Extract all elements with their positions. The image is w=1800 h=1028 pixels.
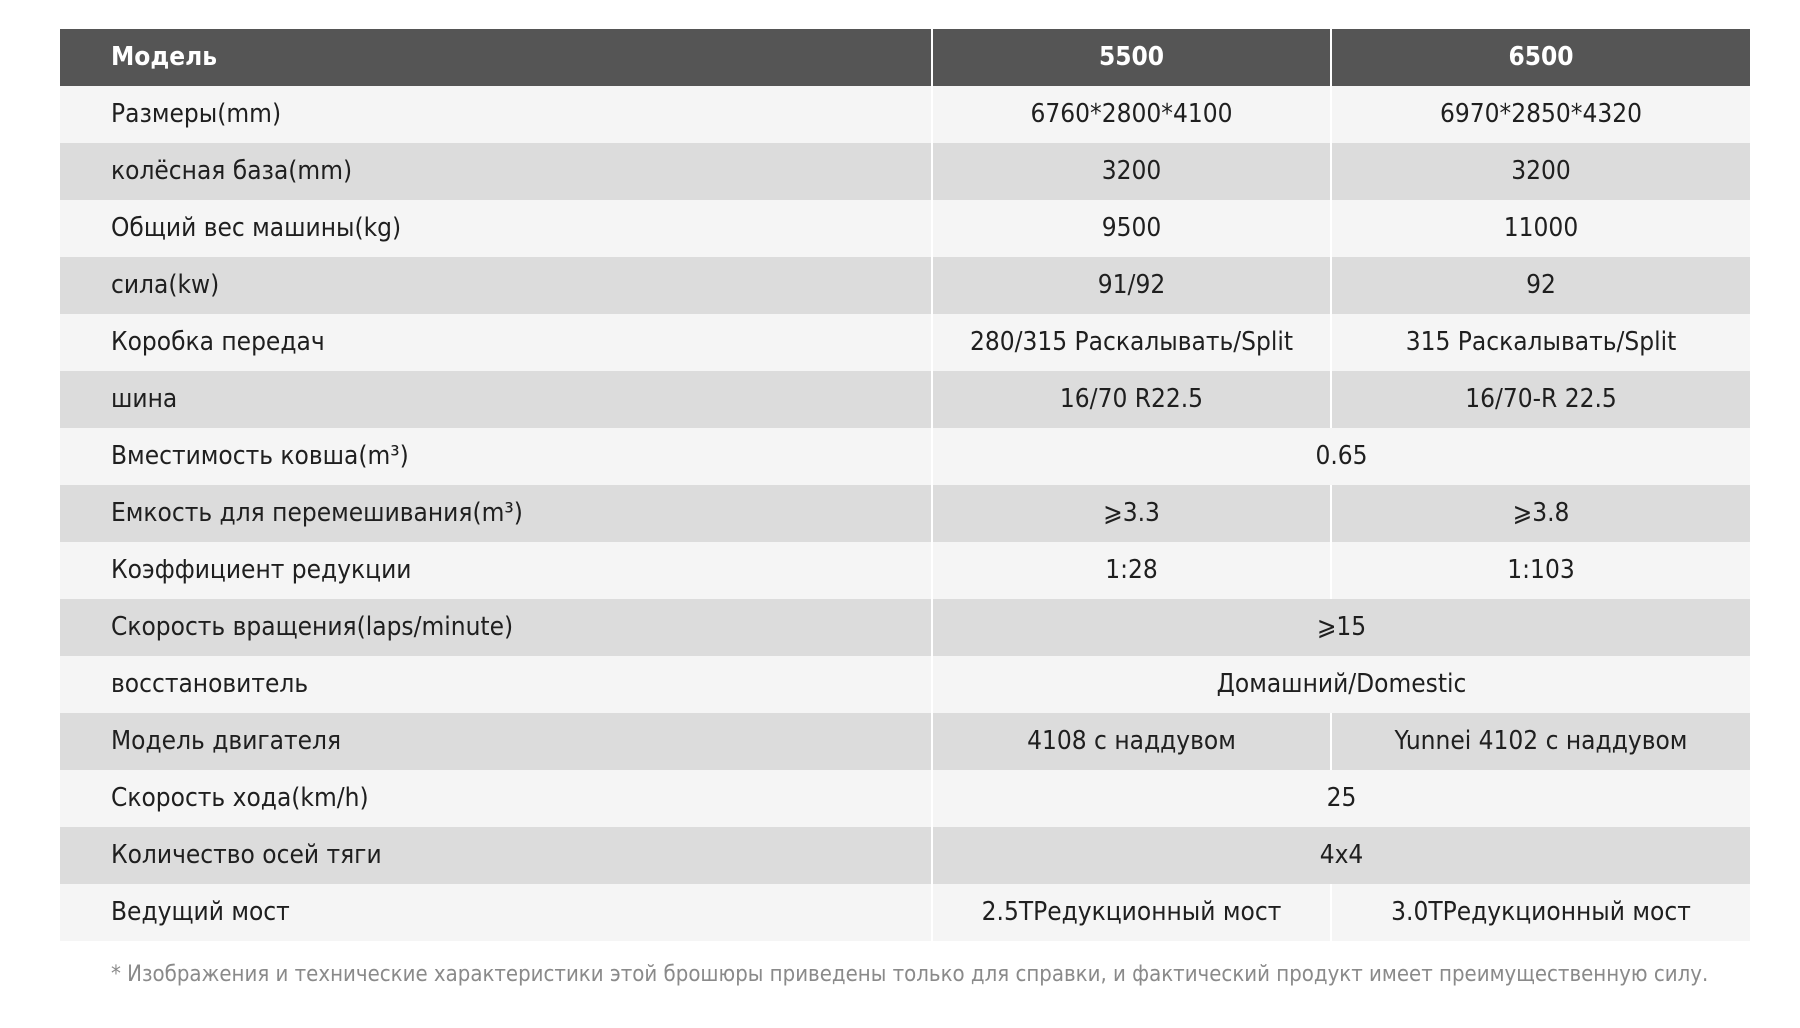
spec-value: 1:103 [1330,542,1750,599]
table-row: Общий вес машины(kg) 9500 11000 [60,200,1750,257]
spec-value: 9500 [931,200,1331,257]
spec-value: 280/315 Раскалывать/Split [931,314,1331,371]
spec-name: Коробка передач [60,314,932,371]
header-model-5500: 5500 [931,29,1331,86]
spec-name: Скорость хода(km/h) [60,770,932,827]
spec-value: 6760*2800*4100 [931,86,1331,143]
spec-value: 16/70-R 22.5 [1330,371,1750,428]
table-row: Размеры(mm) 6760*2800*4100 6970*2850*4320 [60,86,1750,143]
footnote: * Изображения и технические характеристи… [111,962,1709,987]
table-row: Емкость для перемешивания(m³) ⩾3.3 ⩾3.8 [60,485,1750,542]
spec-value: 91/92 [931,257,1331,314]
spec-value: ⩾15 [931,599,1750,656]
spec-name: Емкость для перемешивания(m³) [60,485,932,542]
spec-name: Количество осей тяги [60,827,932,884]
table-row: Вместимость ковша(m³) 0.65 [60,428,1750,485]
spec-value: 3200 [931,143,1331,200]
table-row: Скорость хода(km/h) 25 [60,770,1750,827]
spec-value: 25 [931,770,1750,827]
spec-name: сила(kw) [60,257,932,314]
spec-value: ⩾3.3 [931,485,1331,542]
spec-value: ⩾3.8 [1330,485,1750,542]
spec-value: 3.0TРедукционный мост [1330,884,1750,941]
spec-value: 2.5TРедукционный мост [931,884,1331,941]
spec-value: 315 Раскалывать/Split [1330,314,1750,371]
header-model-label: Модель [60,29,932,86]
table-row: шина 16/70 R22.5 16/70-R 22.5 [60,371,1750,428]
table-row: Ведущий мост 2.5TРедукционный мост 3.0TРед… [60,884,1750,941]
spec-value: 3200 [1330,143,1750,200]
table-row: Модель двигателя 4108 с наддувом Yunnei 41… [60,713,1750,770]
spec-value: 0.65 [931,428,1750,485]
spec-name: восстановитель [60,656,932,713]
table-row: сила(kw) 91/92 92 [60,257,1750,314]
header-model-6500: 6500 [1330,29,1750,86]
spec-name: Скорость вращения(laps/minute) [60,599,932,656]
spec-name: Общий вес машины(kg) [60,200,932,257]
spec-value: 4x4 [931,827,1750,884]
table-row: Количество осей тяги 4x4 [60,827,1750,884]
table-row: Коэффициент редукции 1:28 1:103 [60,542,1750,599]
table-row: Скорость вращения(laps/minute) ⩾15 [60,599,1750,656]
table-row: восстановитель Домашний/Domestic [60,656,1750,713]
spec-value: 6970*2850*4320 [1330,86,1750,143]
spec-name: Ведущий мост [60,884,932,941]
spec-value: Домашний/Domestic [931,656,1750,713]
spec-name: Размеры(mm) [60,86,932,143]
spec-value: 92 [1330,257,1750,314]
spec-table-header: Модель 5500 6500 [60,29,1750,86]
spec-value: 1:28 [931,542,1331,599]
spec-name: Коэффициент редукции [60,542,932,599]
header-row: Модель 5500 6500 [60,29,1750,86]
spec-table-body: Размеры(mm) 6760*2800*4100 6970*2850*4320 к… [60,86,1750,941]
spec-value: 11000 [1330,200,1750,257]
spec-name: Вместимость ковша(m³) [60,428,932,485]
spec-name: шина [60,371,932,428]
spec-name: Модель двигателя [60,713,932,770]
table-row: колёсная база(mm) 3200 3200 [60,143,1750,200]
spec-table: Модель 5500 6500 Размеры(mm) 6760*2800*41… [60,29,1750,941]
spec-name: колёсная база(mm) [60,143,932,200]
spec-value: 16/70 R22.5 [931,371,1331,428]
spec-value: Yunnei 4102 с наддувом [1330,713,1750,770]
table-row: Коробка передач 280/315 Раскалывать/Split… [60,314,1750,371]
spec-value: 4108 с наддувом [931,713,1331,770]
